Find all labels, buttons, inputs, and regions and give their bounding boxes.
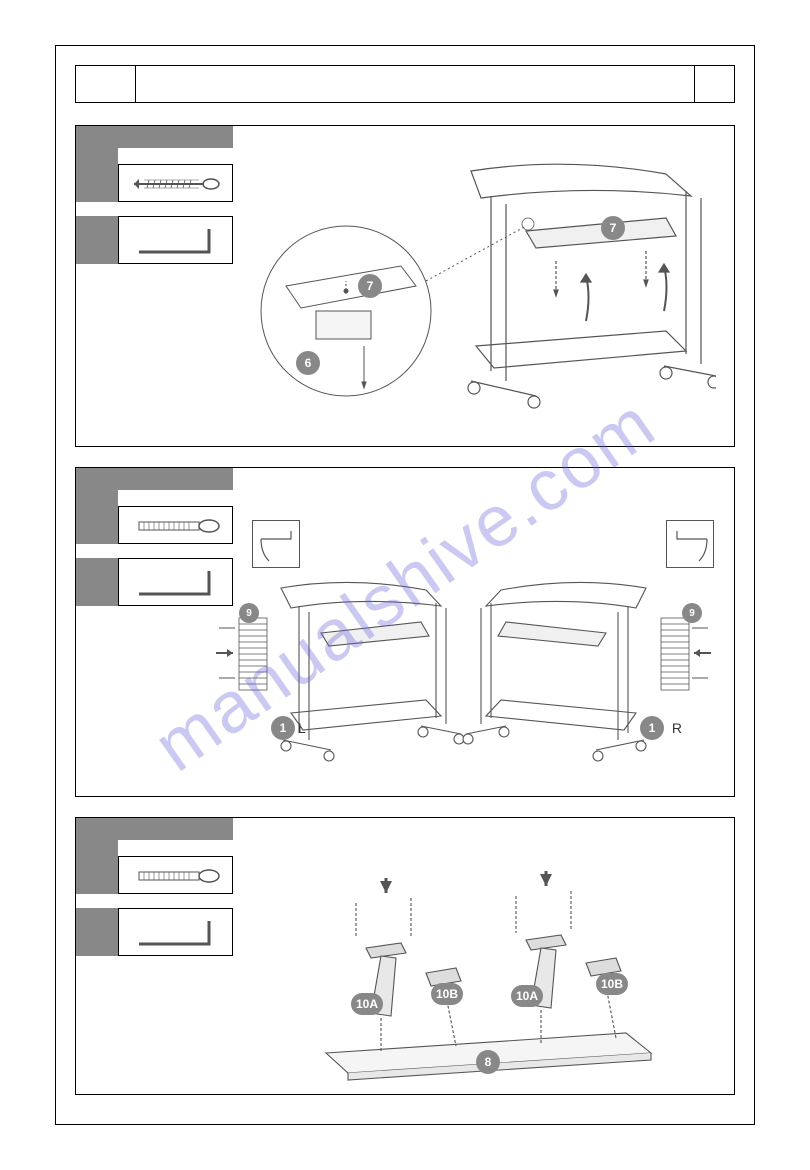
step6-hw1-box <box>118 856 233 894</box>
step-5-panel: 9 9 1 1 L R <box>75 467 735 797</box>
header-right-cell <box>694 66 734 102</box>
part-8-text: 8 <box>485 1055 492 1069</box>
part-10A-badge-l: 10A <box>351 993 383 1015</box>
step-5-title-box <box>118 468 233 490</box>
label-L: L <box>298 720 306 736</box>
part-6-text: 6 <box>305 356 312 370</box>
step4-hw2-label <box>76 216 118 264</box>
step5-hw1-label <box>76 506 118 544</box>
part-10A-badge-r: 10A <box>511 985 543 1007</box>
step-6-panel: 10A 10B 10A 10B 8 <box>75 817 735 1095</box>
bolt-icon <box>119 507 234 545</box>
step4-hw1-label <box>76 164 118 202</box>
part-10B-text-r: 10B <box>601 977 623 991</box>
part-9-badge-r: 9 <box>682 603 702 623</box>
part-7-badge-detail: 7 <box>358 274 382 298</box>
part-10B-badge-r: 10B <box>596 973 628 995</box>
step4-diagram <box>246 136 716 441</box>
step5-hw2-label <box>76 558 118 606</box>
step-4-panel: 7 7 6 <box>75 125 735 447</box>
step6-hw2-label <box>76 908 118 956</box>
step-5-number-box <box>76 468 118 506</box>
part-9-text-l: 9 <box>246 608 252 619</box>
step6-diagram <box>256 848 696 1088</box>
header-mid-cell <box>136 66 694 102</box>
step6-hw1-label <box>76 856 118 894</box>
step-6-title-box <box>118 818 233 840</box>
step5-diagram-left <box>211 548 466 788</box>
step5-diagram-right <box>461 548 716 788</box>
step4-hw1-box <box>118 164 233 202</box>
step6-hw2-box <box>118 908 233 956</box>
part-1L-text: 1 <box>280 721 287 735</box>
screw-icon <box>119 165 234 203</box>
label-R: R <box>672 720 682 736</box>
lbracket-icon-3 <box>119 909 234 957</box>
bolt-icon-2 <box>119 857 234 895</box>
header-bar <box>75 65 735 103</box>
part-9-text-r: 9 <box>689 608 695 619</box>
part-6-badge: 6 <box>296 351 320 375</box>
part-10A-text-l: 10A <box>356 997 378 1011</box>
part-8-badge: 8 <box>476 1050 500 1074</box>
part-10B-text-l: 10B <box>436 987 458 1001</box>
header-left-cell <box>76 66 136 102</box>
part-10B-badge-l: 10B <box>431 983 463 1005</box>
part-1R-text: 1 <box>649 721 656 735</box>
step-4-number-box <box>76 126 118 164</box>
part-7-text-detail: 7 <box>367 279 374 293</box>
step4-hw2-box <box>118 216 233 264</box>
part-1R-badge: 1 <box>640 716 664 740</box>
part-9-badge-l: 9 <box>239 603 259 623</box>
part-1L-badge: 1 <box>271 716 295 740</box>
part-7-text: 7 <box>610 221 617 235</box>
part-10A-text-r: 10A <box>516 989 538 1003</box>
lbracket-icon <box>119 217 234 265</box>
step-4-title-box <box>118 126 233 148</box>
part-7-badge: 7 <box>601 216 625 240</box>
step-6-number-box <box>76 818 118 856</box>
step5-hw1-box <box>118 506 233 544</box>
